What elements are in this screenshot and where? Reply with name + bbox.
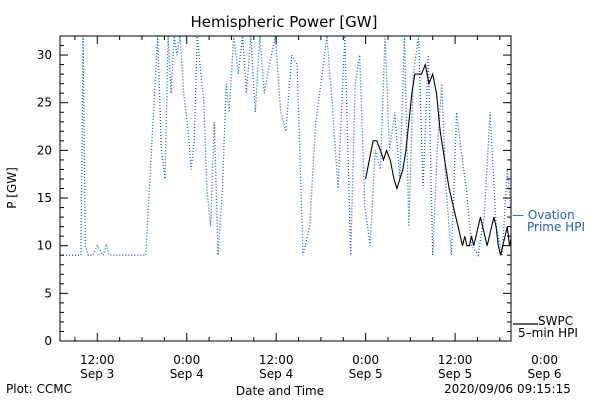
plot-frame (59, 35, 512, 342)
legend-label-swpc-line2: 5–min HPI (518, 326, 578, 340)
y-axis-label: P [GW] (5, 167, 19, 209)
y-tick-label: 5 (44, 286, 52, 300)
x-tick-label-date: Sep 4 (259, 367, 293, 381)
series-line-ovation (60, 36, 511, 257)
x-axis-label: Date and Time (236, 384, 324, 398)
y-tick-label: 15 (37, 191, 52, 205)
x-tick-label-time: 0:00 (352, 353, 379, 367)
y-tick-label: 30 (37, 48, 52, 62)
x-tick-label-time: 0:00 (531, 353, 558, 367)
y-tick-label: 0 (44, 334, 52, 348)
x-tick-label-time: 12:00 (438, 353, 473, 367)
footer-right-text: 2020/09/06 09:15:15 (444, 382, 571, 396)
x-tick-label-date: Sep 5 (438, 367, 472, 381)
x-tick-label-date: Sep 4 (170, 367, 204, 381)
x-tick-label-time: 12:00 (259, 353, 294, 367)
legend-label-swpc-line1: SWPC (538, 314, 573, 328)
y-tick-label: 10 (37, 239, 52, 253)
x-tick-label-time: 0:00 (173, 353, 200, 367)
x-tick-label-date: Sep 3 (80, 367, 114, 381)
chart-title: Hemispheric Power [GW] (191, 13, 378, 31)
x-tick-label-date: Sep 5 (349, 367, 383, 381)
x-tick-label-date: Sep 6 (528, 367, 562, 381)
x-tick-label-time: 12:00 (80, 353, 115, 367)
legend-label-ovation-line2: Prime HPI (527, 220, 585, 234)
y-tick-label: 20 (37, 143, 52, 157)
series-line-swpc (365, 62, 511, 256)
legend-label-ovation-line1: — Ovation (512, 208, 575, 222)
footer-left-text: Plot: CCMC (6, 382, 72, 396)
y-tick-label: 25 (37, 96, 52, 110)
